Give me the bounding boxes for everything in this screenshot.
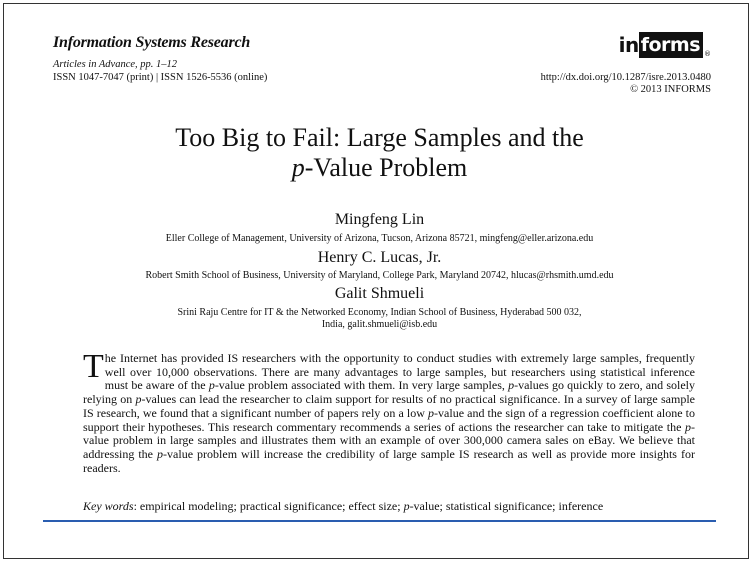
journal-name: Information Systems Research [53, 34, 251, 51]
author-affiliation: India, galit.shmueli@isb.edu [321, 319, 438, 330]
author-name: Mingfeng Lin [334, 211, 425, 228]
keywords-text: : empirical modeling; practical signific… [133, 499, 604, 513]
informs-logo: in forms ® [619, 32, 711, 58]
author-affiliation: Robert Smith School of Business, Univers… [145, 270, 614, 281]
logo-boxed: forms [638, 32, 703, 58]
abstract-dropcap: T [83, 348, 104, 385]
title-line-1: Too Big to Fail: Large Samples and the [175, 123, 584, 152]
author-name: Galit Shmueli [334, 285, 425, 302]
paper-title: Too Big to Fail: Large Samples and the p… [43, 123, 716, 183]
logo-prefix: in [618, 33, 640, 57]
slide-frame: Information Systems Research Articles in… [3, 3, 749, 559]
keywords: Key words: empirical modeling; practical… [83, 499, 695, 514]
title-p: p [291, 153, 305, 182]
keywords-label: Key words [83, 499, 134, 513]
doi-link[interactable]: http://dx.doi.org/10.1287/isre.2013.0480 [540, 72, 711, 83]
author-affiliation: Eller College of Management, University … [165, 233, 594, 244]
author-name: Henry C. Lucas, Jr. [317, 249, 442, 266]
author-affiliation: Srini Raju Centre for IT & the Networked… [177, 307, 582, 318]
copyright: © 2013 INFORMS [630, 84, 711, 95]
logo-registered-mark: ® [704, 50, 711, 58]
abstract-text: he Internet has provided IS researchers … [83, 351, 695, 475]
issn: ISSN 1047-7047 (print) | ISSN 1526-5536 … [53, 72, 268, 83]
paper-page: Information Systems Research Articles in… [43, 28, 716, 522]
articles-in-advance: Articles in Advance, pp. 1–12 [53, 59, 178, 70]
title-line-2: p-Value Problem [43, 153, 716, 183]
title-line-2-rest: -Value Problem [304, 153, 468, 182]
